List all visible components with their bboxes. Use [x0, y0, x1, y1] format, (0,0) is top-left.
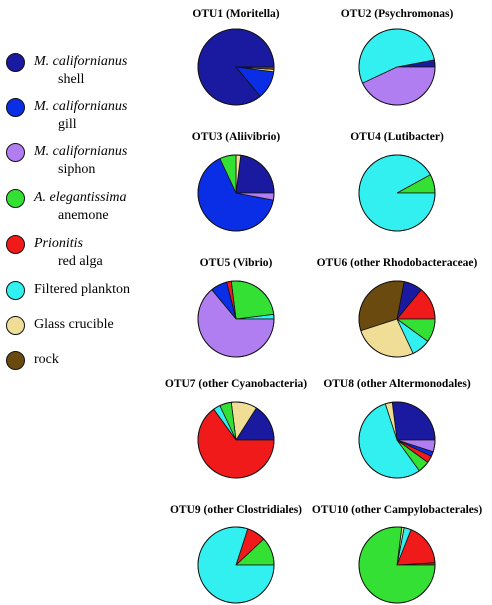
pie-chart	[197, 280, 275, 358]
legend-swatch	[6, 53, 25, 72]
legend-item: Glass crucible	[0, 316, 175, 358]
pie-outline	[358, 28, 436, 106]
pie-outline	[197, 401, 275, 479]
pie-slice	[230, 280, 275, 320]
legend-label: M. californianus	[34, 144, 128, 159]
legend-item: A. elegantissima anemone	[0, 189, 175, 231]
pie-title: OTU10 (other Campylobacterales)	[311, 504, 483, 516]
pie-chart	[358, 28, 436, 106]
legend-label: Glass crucible	[34, 317, 114, 332]
pie-chart	[358, 154, 436, 232]
legend-item: Prionitis red alga	[0, 235, 175, 277]
legend-item: M. californianus shell	[0, 53, 175, 95]
legend-sublabel: anemone	[58, 208, 109, 223]
legend-sublabel: siphon	[58, 162, 96, 177]
pie-title: OTU6 (other Rhodobacteraceae)	[316, 257, 478, 269]
pie-title: OTU8 (other Altermonodales)	[323, 378, 471, 390]
legend-sublabel: gill	[58, 117, 77, 132]
pie-outline	[358, 401, 436, 479]
legend-label: M. californianus	[34, 54, 128, 69]
pie-outline	[197, 280, 275, 358]
pie-chart	[358, 280, 436, 358]
pie-title: OTU2 (Psychromonas)	[340, 8, 454, 20]
pie-title: OTU4 (Lutibacter)	[350, 131, 444, 143]
pie-outline	[358, 280, 436, 358]
legend-label: Filtered plankton	[34, 282, 131, 297]
pie-chart	[197, 28, 275, 106]
pie-chart	[358, 526, 436, 604]
legend-swatch	[6, 98, 25, 117]
legend-label: M. californianus	[34, 99, 128, 114]
pie-title: OTU5 (Vibrio)	[199, 257, 273, 269]
pie-slice	[235, 154, 275, 194]
legend-label: Prionitis	[34, 236, 84, 251]
legend-swatch	[6, 143, 25, 162]
pie-title: OTU7 (other Cyanobacteria)	[164, 378, 308, 390]
legend-item: M. californianus gill	[0, 98, 175, 140]
pie-outline	[358, 154, 436, 232]
legend-sublabel: shell	[58, 72, 85, 87]
legend-label: A. elegantissima	[34, 190, 127, 205]
pie-outline	[197, 28, 275, 106]
legend-sublabel: red alga	[58, 254, 103, 269]
pie-chart	[358, 401, 436, 479]
pie-outline	[197, 154, 275, 232]
pie-slice	[391, 401, 436, 441]
pie-chart	[197, 526, 275, 604]
legend-swatch	[6, 316, 25, 335]
legend-label: rock	[34, 352, 59, 367]
legend-item: Filtered plankton	[0, 281, 175, 323]
legend-item: M. californianus siphon	[0, 143, 175, 185]
pie-title: OTU9 (other Clostridiales)	[169, 504, 303, 516]
legend-swatch	[6, 235, 25, 254]
legend: M. californianus shell M. californianus gil…	[0, 0, 175, 600]
legend-swatch	[6, 351, 25, 370]
pie-title: OTU1 (Moritella)	[192, 8, 280, 20]
legend-swatch	[6, 189, 25, 208]
legend-swatch	[6, 281, 25, 300]
pie-chart	[197, 154, 275, 232]
pie-chart	[197, 401, 275, 479]
pie-title: OTU3 (Aliivibrio)	[191, 131, 281, 143]
legend-item: rock	[0, 351, 175, 393]
